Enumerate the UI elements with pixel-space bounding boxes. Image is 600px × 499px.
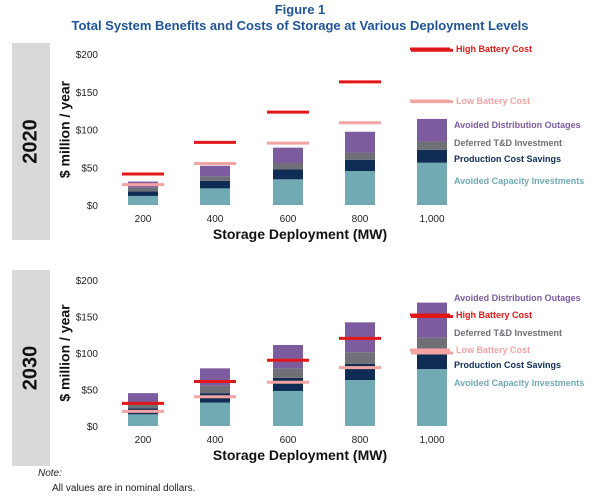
panel-2020-legend-label: Production Cost Savings	[454, 154, 561, 164]
panel-2020-bar-segment	[345, 159, 375, 172]
panel-2030-bar-segment	[200, 402, 230, 426]
panel-2020-bar-segment	[128, 195, 158, 205]
panel-2030-bar-segment	[417, 302, 447, 338]
panel-2020-bar-segment	[128, 191, 158, 196]
panel-2020-x-tick-label: 800	[352, 214, 369, 225]
panel-2030-year-label: 2030	[19, 346, 41, 391]
panel-2020-bar-segment	[200, 180, 230, 189]
panel-2030-x-tick-label: 800	[352, 435, 369, 446]
panel-2020-bar-segment	[345, 171, 375, 205]
panel-2020-y-tick-label: $150	[76, 88, 99, 99]
panel-2030-bar-segment	[128, 404, 158, 409]
panel-2030-legend-label: Low Battery Cost	[456, 345, 530, 355]
panel-2020-bar-segment	[273, 163, 303, 170]
panel-2030-x-tick-label: 200	[135, 435, 152, 446]
panel-2020-y-tick-label: $50	[81, 163, 98, 174]
panel-2030-x-axis-title: Storage Deployment (MW)	[213, 447, 387, 463]
panel-2030-x-tick-label: 600	[280, 435, 297, 446]
panel-2030-bar-segment	[345, 380, 375, 426]
panel-2030-bar-segment	[273, 368, 303, 378]
panel-2030-y-tick-label: $100	[76, 349, 99, 360]
panel-2030-bar-segment	[273, 377, 303, 391]
panel-2020-legend-label: High Battery Cost	[456, 44, 532, 54]
panel-2030-y-tick-label: $200	[76, 276, 99, 287]
panel-2030-y-tick-label: $150	[76, 313, 99, 324]
panel-2020-bar-segment	[417, 149, 447, 163]
panel-2020-bar-segment	[345, 152, 375, 160]
panel-2020-y-tick-label: $200	[76, 50, 99, 61]
panel-2030-bar-segment	[273, 344, 303, 369]
panel-2030-bar-segment	[200, 385, 230, 394]
panel-2020-year-label: 2020	[19, 119, 41, 164]
panel-2020-legend-label: Avoided Capacity Investments	[454, 176, 584, 186]
panel-2020-bar-segment	[200, 188, 230, 205]
panel-2020-bar-segment	[417, 141, 447, 150]
panel-2030-y-tick-label: $0	[87, 422, 99, 433]
panel-2020-x-tick-label: 1,000	[419, 214, 444, 225]
panel-2030-bar-segment	[345, 352, 375, 364]
panel-2020-bar-segment	[273, 169, 303, 180]
panel-2030-bar-segment	[273, 390, 303, 426]
panel-2020-year-panel	[12, 43, 50, 240]
panel-2030-x-tick-label: 400	[207, 435, 224, 446]
panel-2020-bar-segment	[417, 162, 447, 205]
panel-2030-legend-label: Production Cost Savings	[454, 360, 561, 370]
panel-2030-y-tick-label: $50	[81, 386, 98, 397]
panel-2020-bar-segment	[200, 176, 230, 181]
panel-2020-bar-segment	[128, 187, 158, 192]
panel-2030-bar-segment	[128, 393, 158, 405]
panel-2020-x-tick-label: 200	[135, 214, 152, 225]
panel-2020-x-axis-title: Storage Deployment (MW)	[213, 226, 387, 242]
panel-2020-bar-segment	[417, 118, 447, 142]
figure-title: Total System Benefits and Costs of Stora…	[71, 18, 529, 33]
panel-2020-legend-label: Avoided Distribution Outages	[454, 120, 581, 130]
panel-2030-legend-label: Deferred T&D Investment	[454, 328, 562, 338]
panel-2030-year-panel	[12, 270, 50, 466]
panel-2030-bar-segment	[417, 369, 447, 426]
figure-label: Figure 1	[274, 2, 326, 17]
panel-2020-bar-segment	[345, 131, 375, 153]
panel-2020-bar-segment	[200, 165, 230, 177]
panel-2030-y-axis-title: $ million / year	[57, 304, 73, 402]
panel-2020-bar-segment	[273, 147, 303, 164]
panel-2030-bar-segment	[200, 368, 230, 386]
panel-2020-y-axis-title: $ million / year	[57, 80, 73, 178]
panel-2030-x-tick-label: 1,000	[419, 435, 444, 446]
panel-2030-bar-segment	[128, 414, 158, 426]
panel-2030-legend-label: Avoided Capacity Investments	[454, 378, 584, 388]
panel-2030-bar-segment	[417, 350, 447, 370]
panel-2030-legend-label: High Battery Cost	[456, 310, 532, 320]
panel-2020-y-tick-label: $0	[87, 201, 99, 212]
panel-2020-bar-segment	[273, 179, 303, 205]
note-text: All values are in nominal dollars.	[52, 483, 196, 494]
panel-2020-legend-label: Low Battery Cost	[456, 96, 530, 106]
panel-2030-bar-segment	[417, 337, 447, 351]
panel-2020-x-tick-label: 600	[280, 214, 297, 225]
panel-2030-legend-label: Avoided Distribution Outages	[454, 293, 581, 303]
panel-2020-x-tick-label: 400	[207, 214, 224, 225]
panel-2020-legend-label: Deferred T&D Investment	[454, 138, 562, 148]
note-label: Note:	[38, 468, 62, 479]
panel-2020-y-tick-label: $100	[76, 126, 99, 137]
